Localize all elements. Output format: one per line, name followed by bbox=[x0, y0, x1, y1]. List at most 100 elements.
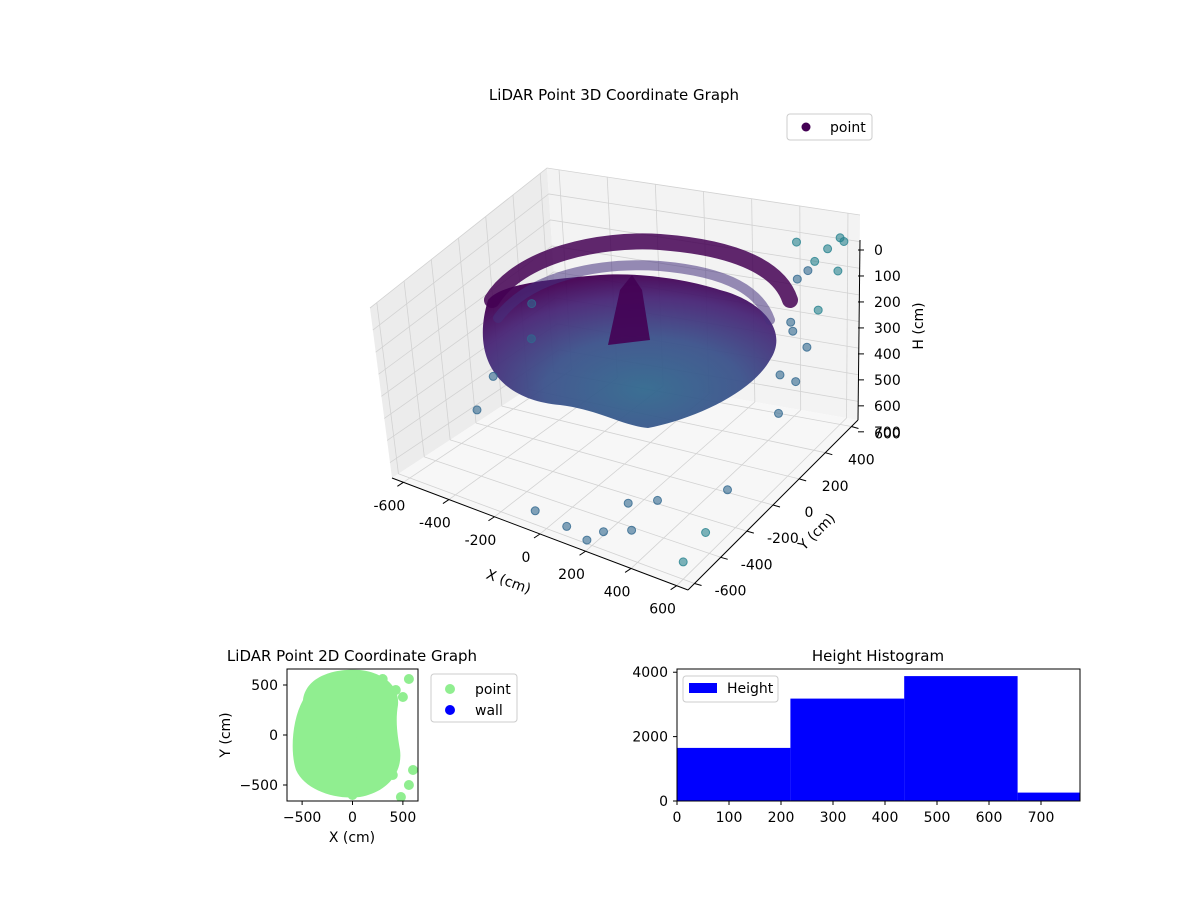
scatter3d-x-tick-3: 0 bbox=[522, 550, 531, 566]
histogram-legend-label: Height bbox=[727, 681, 774, 697]
scatter2d-point-2 bbox=[332, 674, 343, 684]
scatter3d-x-tick-0: -600 bbox=[373, 498, 405, 514]
histogram-y-tick-2: 4000 bbox=[632, 665, 668, 681]
scatter3d-left-grid-y-3 bbox=[458, 237, 477, 424]
scatter2d-chart: LiDAR Point 2D Coordinate Graph −500 0 500… bbox=[218, 647, 518, 846]
scatter2d-y-tick-1: 0 bbox=[269, 728, 278, 744]
histogram-x-tick-2: 200 bbox=[768, 810, 795, 826]
histogram-x-tick-3: 300 bbox=[820, 810, 847, 826]
scatter3d-point-2 bbox=[472, 405, 482, 415]
scatter3d-x-tick-mark-6 bbox=[670, 585, 677, 591]
point-cloud-inner-arc bbox=[493, 260, 775, 325]
scatter3d-left-grid-y-2 bbox=[430, 259, 451, 440]
scatter3d-x-tick-6: 600 bbox=[649, 602, 676, 618]
histogram-bar-0 bbox=[677, 747, 791, 801]
scatter2d-point-18 bbox=[403, 780, 414, 790]
scatter2d-point-10 bbox=[347, 790, 358, 800]
scatter2d-point-4 bbox=[362, 672, 373, 682]
scatter2d-legend-wall-marker bbox=[445, 705, 455, 715]
scatter3d-y-tick-mark-0 bbox=[694, 582, 702, 586]
scatter2d-point-22 bbox=[397, 692, 408, 702]
scatter3d-back-grid-x-6 bbox=[846, 213, 849, 419]
scatter3d-floor-grid-y-2 bbox=[450, 439, 747, 532]
scatter3d-wall-grid-z-2 bbox=[375, 219, 860, 353]
scatter3d-point-20 bbox=[627, 525, 637, 535]
scatter3d-point-4 bbox=[803, 266, 813, 276]
scatter2d-point-21 bbox=[390, 685, 401, 695]
scatter3d-wall-grid-z-3 bbox=[378, 245, 860, 375]
scatter3d-wall-grid-z-1 bbox=[372, 193, 860, 331]
scatter3d-points bbox=[472, 233, 849, 567]
histogram-x-tick-4: 400 bbox=[872, 810, 899, 826]
histogram-legend: Height bbox=[682, 675, 779, 703]
scatter2d-point-9 bbox=[332, 786, 343, 796]
scatter3d-point-14 bbox=[792, 274, 802, 284]
scatter2d-x-tick-0: −500 bbox=[283, 810, 321, 826]
histogram-bar-3 bbox=[1017, 792, 1080, 801]
scatter2d-point-29 bbox=[317, 740, 328, 750]
scatter3d-point-9 bbox=[775, 370, 785, 380]
scatter3d-y-tick-0: -600 bbox=[715, 583, 747, 599]
histogram-y-tick-1: 2000 bbox=[632, 730, 668, 746]
scatter3d-point-23 bbox=[723, 485, 732, 495]
histogram-chart: Height Histogram 0 100 200 300 400 500 600 7000… bbox=[632, 647, 1081, 826]
histogram-x-tick-6: 600 bbox=[976, 810, 1003, 826]
scatter3d-y-tick-4: 200 bbox=[822, 479, 849, 495]
scatter3d-z-label: H (cm) bbox=[911, 302, 927, 349]
scatter2d-point-13 bbox=[380, 740, 391, 750]
scatter3d-z-tick-1: 100 bbox=[874, 269, 901, 285]
scatter3d-y-label: Y (cm) bbox=[795, 511, 839, 555]
scatter2d-y-tick-0: 500 bbox=[251, 678, 278, 694]
scatter3d-x-tick-2: -200 bbox=[465, 533, 497, 549]
scatter2d-point-6 bbox=[302, 730, 313, 740]
scatter3d-x-tick-mark-5 bbox=[624, 568, 632, 573]
scatter2d-point-20 bbox=[403, 674, 414, 684]
scatter2d-point-28 bbox=[367, 710, 378, 720]
scatter3d-ticks: -600 -400 -200 0 200 400 600 -600 -400 -200 0 200 40… bbox=[373, 243, 900, 618]
scatter2d-point-15 bbox=[385, 700, 396, 710]
histogram-x-tick-1: 100 bbox=[716, 810, 743, 826]
scatter3d-z-tick-7: 700 bbox=[874, 425, 901, 441]
scatter2d-point-26 bbox=[357, 750, 368, 760]
scatter3d-z-tick-2: 200 bbox=[874, 295, 901, 311]
scatter2d-ticks: −500 0 500 500 0 −500 bbox=[240, 678, 417, 826]
scatter3d-legend-frame bbox=[786, 113, 873, 141]
scatter2d-point-24 bbox=[327, 710, 338, 720]
scatter2d-point-7 bbox=[305, 755, 316, 765]
scatter2d-legend-point-marker bbox=[445, 684, 455, 694]
scatter3d-point-17 bbox=[788, 326, 798, 336]
scatter3d-point-26 bbox=[562, 521, 572, 531]
scatter3d-z-tick-3: 300 bbox=[874, 321, 901, 337]
scatter3d-point-25 bbox=[678, 557, 688, 567]
scatter3d-floor-grid-y-1 bbox=[424, 456, 721, 558]
scatter2d-point-23 bbox=[377, 674, 388, 684]
histogram-y-tick-0: 0 bbox=[659, 794, 668, 810]
scatter2d-point-16 bbox=[387, 770, 398, 780]
scatter3d-point-7 bbox=[810, 256, 820, 266]
point-cloud-dense-body bbox=[482, 274, 777, 428]
scatter3d-chart: LiDAR Point 3D Coordinate Graph -600 -400… bbox=[369, 86, 927, 618]
scatter2d-legend-point-label: point bbox=[475, 682, 511, 698]
scatter3d-point-15 bbox=[792, 237, 801, 247]
scatter2d-point-1 bbox=[317, 685, 328, 695]
scatter2d-points bbox=[302, 670, 418, 801]
scatter3d-point-0 bbox=[526, 334, 536, 344]
histogram-legend-swatch bbox=[689, 683, 717, 693]
scatter2d-point-0 bbox=[307, 705, 318, 715]
scatter3d-z-axis-line bbox=[857, 239, 861, 421]
scatter3d-z-tick-5: 500 bbox=[874, 373, 901, 389]
scatter3d-title: LiDAR Point 3D Coordinate Graph bbox=[489, 86, 739, 104]
scatter3d-x-tick-1: -400 bbox=[419, 516, 451, 532]
scatter3d-legend-label: point bbox=[830, 120, 866, 136]
point-cloud-ring-arc bbox=[484, 233, 798, 308]
scatter3d-z-tick-0: 0 bbox=[874, 243, 883, 259]
scatter3d-point-28 bbox=[530, 506, 540, 516]
scatter3d-y-tick-mark-4 bbox=[799, 478, 807, 482]
scatter3d-left-grid-y-0 bbox=[376, 302, 399, 474]
histogram-bar-2 bbox=[904, 676, 1018, 801]
histogram-title: Height Histogram bbox=[812, 647, 944, 665]
scatter3d-point-10 bbox=[774, 408, 783, 418]
scatter3d-x-tick-mark-0 bbox=[397, 481, 404, 487]
scatter3d-point-21 bbox=[599, 527, 608, 537]
scatter3d-floor-grid-y-0 bbox=[398, 473, 695, 584]
